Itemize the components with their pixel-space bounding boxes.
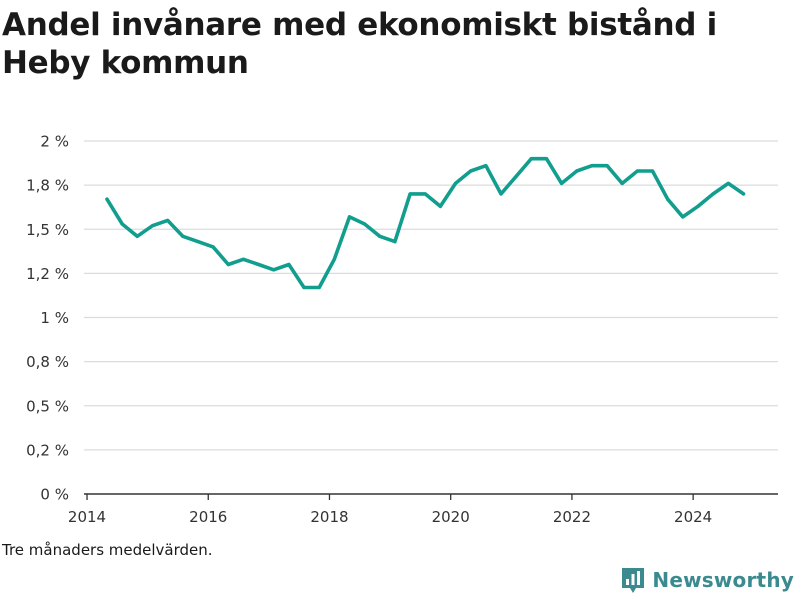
data-point xyxy=(302,285,306,290)
data-point xyxy=(696,204,700,208)
data-point xyxy=(378,234,382,238)
y-tick-label: 1 % xyxy=(40,309,69,327)
y-tick-label: 0 % xyxy=(40,486,69,504)
data-point xyxy=(347,215,352,219)
x-axis: 2014 2016 2018 2020 2022 2024 xyxy=(68,493,778,526)
data-point xyxy=(241,257,246,261)
data-point xyxy=(605,164,609,168)
data-point xyxy=(211,245,215,249)
y-tick-label: 0,5 % xyxy=(26,397,69,415)
data-point xyxy=(438,204,442,208)
x-tick-label: 2020 xyxy=(432,508,470,526)
data-point xyxy=(453,181,458,185)
y-tick-label: 1,2 % xyxy=(26,265,69,283)
x-tick-label: 2016 xyxy=(189,508,227,526)
data-point xyxy=(181,234,185,238)
data-point xyxy=(166,218,170,223)
chart-title: Andel invånare med ekonomiskt bistånd i … xyxy=(2,7,717,81)
series-group xyxy=(105,156,746,290)
data-point xyxy=(499,192,503,196)
data-point xyxy=(575,169,579,173)
data-point xyxy=(317,285,321,290)
y-tick-label: 1,5 % xyxy=(26,221,69,239)
y-tick-label: 0,2 % xyxy=(26,441,69,459)
data-point xyxy=(666,197,670,201)
data-point xyxy=(529,157,533,161)
x-tick-label: 2024 xyxy=(674,508,712,526)
data-point xyxy=(120,222,124,226)
data-point xyxy=(196,240,200,244)
brand-name: Newsworthy xyxy=(652,568,794,592)
brand-logo[interactable]: Newsworthy xyxy=(620,566,794,594)
y-tick-label: 0,8 % xyxy=(26,353,69,371)
grid-lines xyxy=(84,140,778,451)
footnote: Tre månaders medelvärden. xyxy=(2,541,213,559)
data-point xyxy=(560,181,564,185)
data-point xyxy=(711,192,715,196)
data-point xyxy=(287,262,291,267)
data-point xyxy=(590,164,594,168)
data-point xyxy=(484,164,488,168)
series-line xyxy=(105,156,746,290)
data-point xyxy=(226,262,230,267)
x-tick-label: 2014 xyxy=(68,508,106,526)
data-point xyxy=(544,157,549,161)
data-point xyxy=(256,262,261,267)
data-point xyxy=(363,222,367,226)
y-tick-label: 1,8 % xyxy=(26,177,69,195)
data-point xyxy=(726,181,730,185)
data-point xyxy=(332,257,336,261)
bar-chart-logo-icon xyxy=(622,568,645,593)
y-tick-label: 2 % xyxy=(40,133,69,151)
data-point xyxy=(423,192,427,196)
data-point xyxy=(135,234,139,238)
data-point xyxy=(150,224,155,228)
data-point xyxy=(514,174,518,178)
data-point xyxy=(650,169,655,173)
data-point xyxy=(393,240,397,244)
y-axis-ticks: 0 % 0,2 % 0,5 % 0,8 % 1 % 1,2 % 1,5 % 1,8 % 2 % xyxy=(26,133,69,504)
data-point xyxy=(681,215,685,219)
data-point xyxy=(741,192,746,196)
data-point xyxy=(620,181,624,185)
data-point xyxy=(272,268,276,272)
x-tick-label: 2022 xyxy=(553,508,591,526)
data-point xyxy=(635,169,639,173)
x-tick-label: 2018 xyxy=(310,508,348,526)
data-point xyxy=(408,192,412,196)
data-point xyxy=(469,169,473,173)
data-point xyxy=(105,197,109,201)
